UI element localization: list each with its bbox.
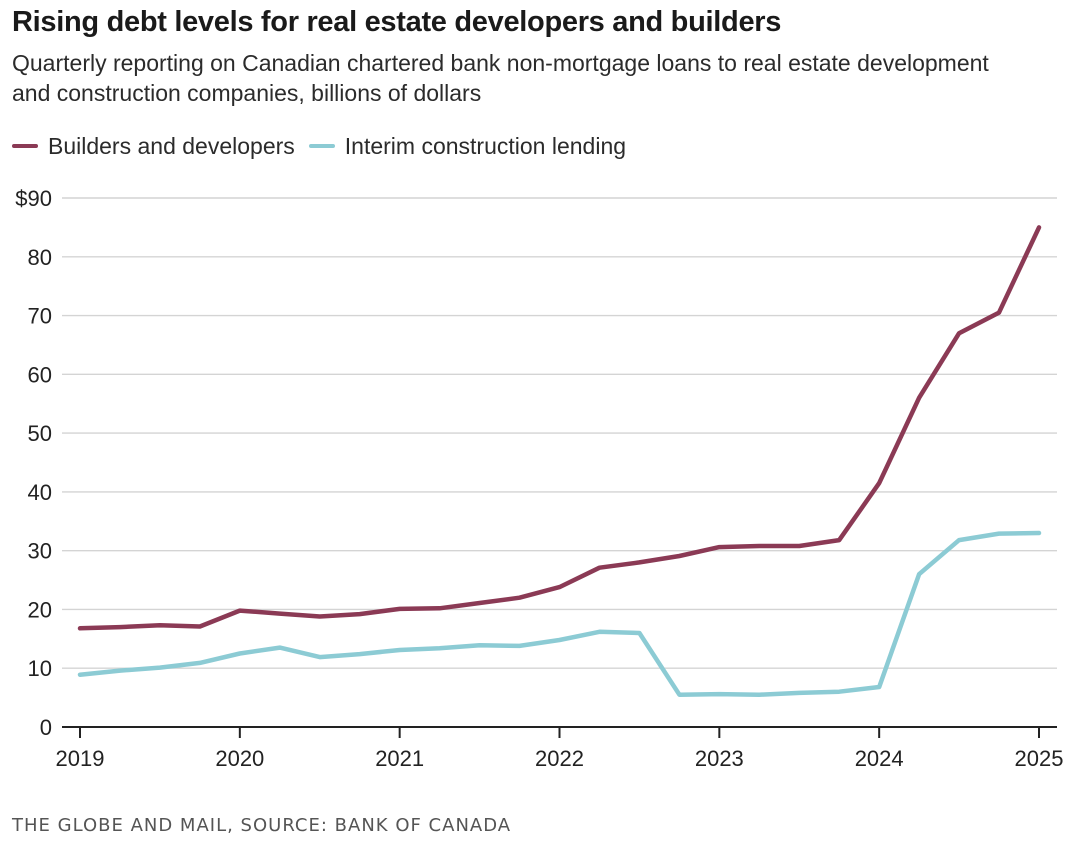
- series-line-builders: [77, 225, 1042, 631]
- y-tick-label-3: 30: [28, 539, 52, 564]
- y-tick-label-7: 70: [28, 304, 52, 329]
- x-tick-label-2020: 2020: [215, 746, 264, 771]
- chart-title: Rising debt levels for real estate devel…: [12, 6, 782, 38]
- legend-label-interim: Interim construction lending: [344, 132, 627, 159]
- y-tick-label-0: 0: [40, 715, 52, 740]
- legend-item-builders: Builders and developers: [12, 133, 295, 160]
- y-tick-label-6: 60: [28, 362, 52, 387]
- legend-swatch-builders: [12, 144, 38, 148]
- source-credit: THE GLOBE AND MAIL, SOURCE: BANK OF CANA…: [12, 815, 512, 836]
- series-lines: [77, 225, 1042, 697]
- x-tick-label-2024: 2024: [855, 746, 904, 771]
- chart-subtitle: Quarterly reporting on Canadian chartere…: [12, 50, 989, 106]
- series-line-interim: [77, 530, 1042, 697]
- grid-lines: [62, 197, 1057, 669]
- y-tick-label-4: 40: [28, 480, 52, 505]
- y-tick-label-2: 20: [28, 597, 52, 622]
- y-axis-tick-labels: 0 10 20 30 40 50 60 70 80 $90: [15, 186, 52, 740]
- legend-item-interim: Interim construction lending: [308, 132, 627, 160]
- x-tick-label-2023: 2023: [695, 746, 744, 771]
- y-tick-label-8: 80: [28, 245, 52, 270]
- y-tick-label-9: $90: [15, 186, 52, 211]
- legend-label-builders: Builders and developers: [48, 132, 295, 159]
- legend-swatch-interim: [308, 144, 335, 148]
- line-chart: 0 10 20 30 40 50 60 70 80 $90 2019 2020 2021 2022 202…: [15, 186, 1064, 771]
- chart-legend: Builders and developers Interim construc…: [12, 130, 640, 162]
- x-tick-label-2021: 2021: [375, 746, 424, 771]
- x-axis: 2019 2020 2021 2022 2023 2024 2025: [56, 726, 1064, 771]
- y-tick-label-1: 10: [28, 656, 52, 681]
- x-tick-label-2022: 2022: [535, 746, 584, 771]
- x-tick-label-2025: 2025: [1015, 746, 1064, 771]
- x-tick-label-2019: 2019: [56, 746, 105, 771]
- y-tick-label-5: 50: [28, 421, 52, 446]
